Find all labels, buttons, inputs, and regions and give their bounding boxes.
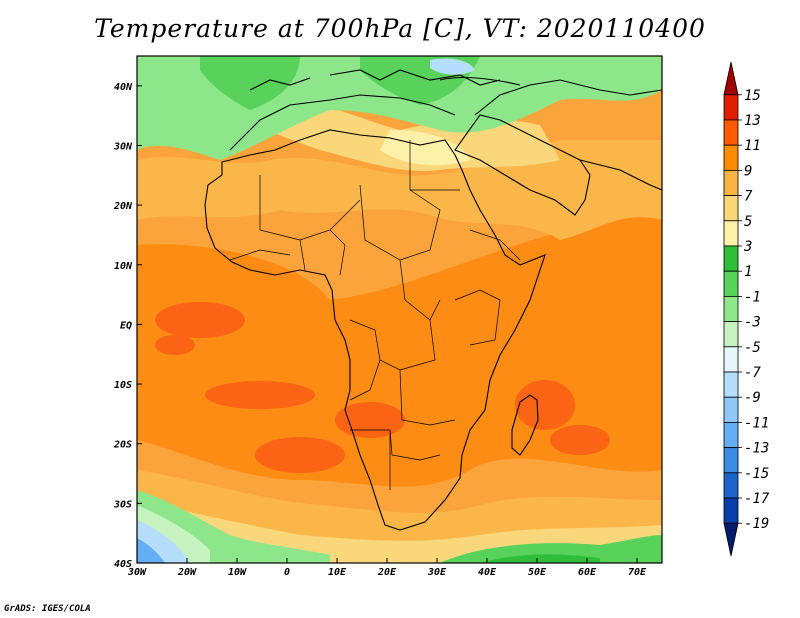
colorbar-box [723,295,739,323]
longitude-axis: 30W 20W 10W 0 10E 20E 30E 40E 50E 60E 70E [127,558,647,578]
colorbar-box [723,396,739,423]
colorbar-box [723,270,739,297]
lat-tick-label: 30N [113,141,133,152]
colorbar-label: -15 [744,466,769,482]
lon-tick-label: 70E [628,567,647,578]
lat-tick-label: EQ [120,320,132,331]
colorbar-box [723,346,739,373]
colorbar-box [723,220,739,247]
lat-tick-label: 20S [113,440,132,451]
colorbar-label: -9 [744,390,761,406]
colorbar-label: 1 [744,264,752,280]
lat-tick-label: 30S [113,499,132,510]
colorbar-box [723,321,739,348]
temperature-field [137,56,662,563]
lon-tick-label: 20W [177,567,197,578]
colorbar-label: 7 [744,189,753,205]
colorbar-box [723,472,739,499]
colorbar-label: 15 [744,88,761,104]
lat-tick-label: 20N [113,201,133,212]
chart-title: Temperature at 700hPa [C], VT: 202011040… [94,14,706,43]
lon-tick-label: 30W [127,567,147,578]
colorbar-bottom-triangle [723,522,739,557]
colorbar-box [723,447,739,474]
lon-tick-label: 0 [284,567,290,578]
colorbar-label: -7 [744,365,761,381]
colorbar-box [723,371,739,398]
colorbar-label: -1 [744,289,761,305]
lon-tick-label: 10E [328,567,347,578]
colorbar-box [723,169,739,196]
latitude-axis: 40N 30N 20N 10N EQ 10S 20S 30S 40S [113,82,142,570]
colorbar-box [723,119,739,146]
colorbar-label: 11 [744,138,761,154]
colorbar-box [723,245,739,272]
map-frame [136,55,663,564]
lon-tick-label: 10W [228,567,247,578]
country-borders [229,140,521,490]
colorbar-label: 3 [743,239,752,255]
colorbar-label: -19 [744,516,769,532]
grads-credit: GrADS: IGES/COLA [4,604,91,614]
colorbar-label: -3 [744,315,761,331]
lat-tick-label: 40N [114,82,133,93]
colorbar-label: -5 [744,340,761,356]
colorbar-label: 13 [744,113,761,129]
colorbar: 15 13 11 9 7 5 3 1 -1 -3 -5 -7 -9 -11 -13 -15 -17 -19 [723,61,770,557]
colorbar-box [723,195,739,222]
lat-tick-label: 40S [114,559,132,570]
lon-tick-label: 40E [478,567,497,578]
coastlines [204,69,662,531]
colorbar-box [723,497,739,524]
lon-tick-label: 60E [578,567,597,578]
colorbar-box [723,94,739,121]
lon-tick-label: 20E [377,567,397,578]
colorbar-label: 5 [744,214,752,230]
colorbar-box [723,144,739,171]
lat-tick-label: 10S [114,380,132,391]
colorbar-box [723,422,739,449]
colorbar-label: -11 [744,415,769,431]
colorbar-top-triangle [723,61,739,96]
lat-tick-label: 10N [114,261,133,272]
colorbar-label: -13 [744,441,769,457]
colorbar-label: -17 [744,491,770,507]
colorbar-label: 9 [744,163,752,179]
lon-tick-label: 30E [427,567,447,578]
lon-tick-label: 50E [528,567,547,578]
